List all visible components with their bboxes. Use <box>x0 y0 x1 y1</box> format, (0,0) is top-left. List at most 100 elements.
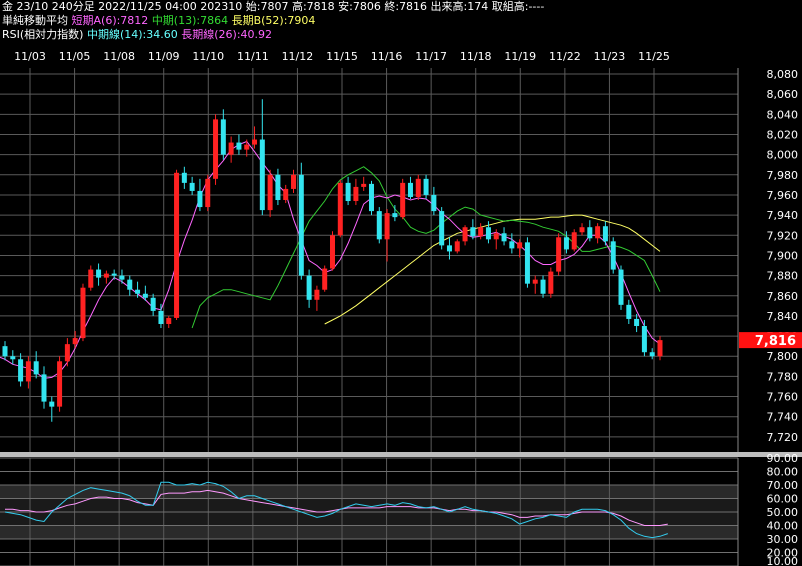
candle-body <box>501 233 507 242</box>
candle <box>337 179 343 238</box>
candle <box>25 356 31 389</box>
x-tick-label: 11/22 <box>549 50 581 63</box>
candle-body <box>158 310 164 324</box>
candle-body <box>142 293 148 298</box>
candle <box>135 281 141 298</box>
candle <box>314 285 320 311</box>
candle-body <box>103 273 109 278</box>
candle <box>478 223 484 240</box>
ma-long-line <box>324 214 661 325</box>
candle-body <box>2 346 8 357</box>
candle <box>579 223 585 236</box>
candle <box>618 265 624 310</box>
candle <box>10 350 16 365</box>
candle-body <box>236 142 242 150</box>
ma-short-line <box>0 140 661 379</box>
candle-body <box>337 182 343 236</box>
candle-body <box>166 317 172 324</box>
candle <box>49 396 55 422</box>
rsi-mid-value: 中期線(14):34.60 <box>86 28 178 41</box>
candle-body <box>228 142 234 155</box>
x-tick-label: 11/11 <box>237 50 269 63</box>
candle <box>563 231 569 254</box>
candle-body <box>213 119 219 179</box>
candle <box>571 229 577 252</box>
candle <box>88 265 94 291</box>
candle-body <box>267 174 273 211</box>
y-tick-label: 7,860 <box>767 290 799 303</box>
x-tick-label: 11/08 <box>103 50 135 63</box>
candle-body <box>649 352 655 357</box>
candle-body <box>571 232 577 250</box>
y-tick-label: 8,020 <box>767 128 799 141</box>
rsi-tick-label: 90.00 <box>767 452 799 465</box>
y-tick-label: 7,720 <box>767 431 799 444</box>
candle-body <box>41 374 47 402</box>
candle <box>634 313 640 333</box>
candle <box>220 109 226 160</box>
candle-body <box>641 326 647 353</box>
rsi-band-lower <box>0 525 738 539</box>
candle-body <box>291 174 297 189</box>
candle <box>524 237 530 288</box>
ma-label: 単純移動平均 <box>2 14 68 27</box>
candle-body <box>150 297 156 311</box>
x-axis-band: 11/03 11/05 11/08 11/09 11/10 11/11 11/12 11/15… <box>0 44 802 66</box>
candle-body <box>244 144 250 150</box>
x-tick-label: 11/05 <box>59 50 91 63</box>
candle <box>540 275 546 298</box>
candle-body <box>57 361 63 407</box>
candle <box>361 176 367 191</box>
candle-body <box>423 178 429 195</box>
candle-body <box>602 226 608 242</box>
candle <box>244 139 250 157</box>
candle <box>322 265 328 292</box>
candle-body <box>524 242 530 284</box>
candle-body <box>618 269 624 305</box>
rsi-mid-line <box>4 481 668 539</box>
candle-body <box>283 188 289 201</box>
candle-body <box>174 172 180 318</box>
rsi-panel[interactable]: 10.0020.0030.0040.0050.0060.0070.0080.00… <box>0 452 802 566</box>
candle <box>205 174 211 212</box>
rsi-tick-label: 30.00 <box>767 533 799 546</box>
candle <box>142 285 148 301</box>
candle-body <box>509 241 515 249</box>
candle <box>189 176 195 195</box>
x-tick-label: 11/16 <box>371 50 403 63</box>
rsi-tick-label: 20.00 <box>767 547 799 560</box>
candle <box>392 205 398 222</box>
candle-body <box>205 178 211 208</box>
candle-body <box>314 289 320 300</box>
candle <box>57 356 63 412</box>
candle <box>111 269 117 280</box>
candle-body <box>353 186 359 202</box>
ma-mid-line <box>191 166 661 329</box>
x-tick-label: 11/03 <box>14 50 46 63</box>
candle-body <box>306 275 312 300</box>
candle-body <box>384 213 390 240</box>
candle <box>501 227 507 246</box>
candle-body <box>80 287 86 339</box>
y-tick-label: 7,960 <box>767 189 799 202</box>
candle-body <box>330 235 335 269</box>
quote-info: 金 23/10 240分足 2022/11/25 04:00 202310 始:… <box>2 0 545 13</box>
y-tick-label: 7,920 <box>767 229 799 242</box>
price-panel[interactable]: 7,7207,7407,7607,7807,8007,8207,8407,860… <box>0 68 802 457</box>
candle <box>587 220 593 242</box>
candle-body <box>127 279 133 290</box>
info-line: 金 23/10 240分足 2022/11/25 04:00 202310 始:… <box>2 0 544 14</box>
candle-body <box>259 139 265 211</box>
candle <box>415 174 421 201</box>
candle <box>213 114 219 185</box>
rsi-tick-label: 40.00 <box>767 520 799 533</box>
rsi-label: RSI(相対力指数) <box>2 28 84 41</box>
candle <box>150 293 156 316</box>
ma-short-value: 短期A(6):7812 <box>71 14 149 27</box>
y-tick-label: 7,800 <box>767 350 799 363</box>
x-tick-label: 11/18 <box>460 50 492 63</box>
candle <box>197 178 203 212</box>
x-tick-label: 11/23 <box>594 50 626 63</box>
candle <box>64 338 70 367</box>
